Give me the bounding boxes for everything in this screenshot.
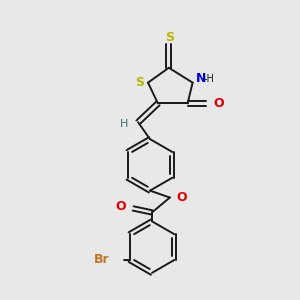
Text: -H: -H: [203, 74, 214, 84]
Text: N: N: [196, 72, 206, 85]
Text: O: O: [213, 97, 224, 110]
Text: S: S: [165, 31, 174, 44]
Text: Br: Br: [94, 254, 110, 266]
Text: S: S: [136, 76, 145, 89]
Text: H: H: [120, 119, 128, 129]
Text: O: O: [177, 191, 188, 204]
Text: O: O: [116, 200, 126, 213]
